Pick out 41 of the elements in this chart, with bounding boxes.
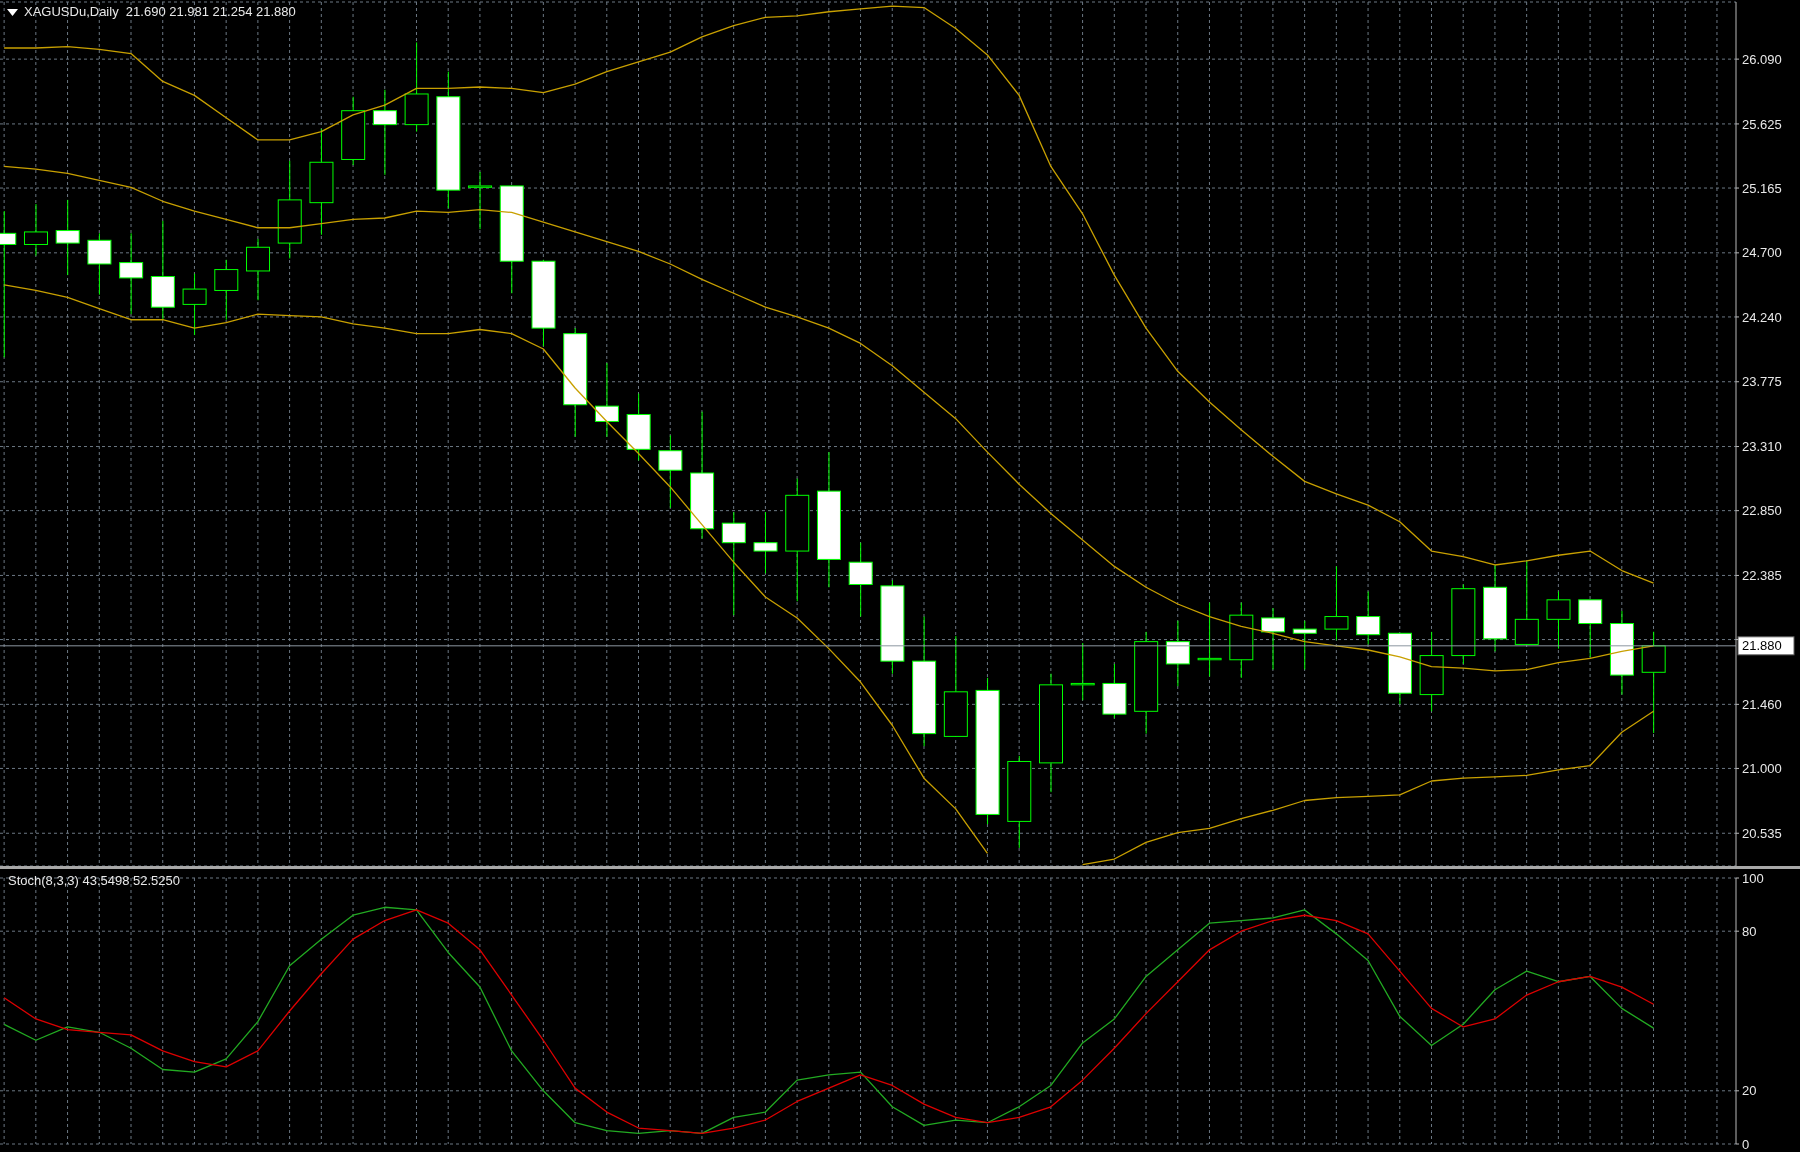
candlestick (1546, 590, 1571, 650)
candlestick (753, 511, 778, 574)
y-tick-label: 24.240 (1742, 309, 1782, 325)
candlestick (182, 273, 207, 336)
y-tick-label: 21.000 (1742, 761, 1782, 777)
candlestick (594, 362, 619, 438)
candlestick (721, 511, 746, 616)
candlestick (1356, 590, 1381, 645)
y-tick-label: 0 (1742, 1136, 1750, 1152)
candlestick (1292, 620, 1317, 671)
y-tick-label: 22.385 (1742, 568, 1782, 584)
candlestick (468, 171, 493, 230)
candlestick (1165, 620, 1190, 687)
chart-title: XAGUSDu,Daily 21.690 21.981 21.254 21.880 (24, 4, 296, 20)
y-tick-label: 22.850 (1742, 503, 1782, 519)
candlestick (1324, 565, 1349, 641)
y-tick-label: 80 (1742, 923, 1757, 939)
y-tick-label: 100 (1742, 870, 1764, 886)
candlestick (87, 232, 112, 296)
candlestick (119, 232, 144, 315)
candlestick (1261, 607, 1286, 671)
candlestick (214, 259, 239, 321)
chart-title: Stoch(8,3,3) 43.5498 52.5250 (8, 873, 181, 889)
y-tick-label: 26.090 (1742, 51, 1782, 67)
y-tick-label: 25.165 (1742, 180, 1782, 196)
y-tick-label: 23.310 (1742, 439, 1782, 455)
y-tick-label: 25.625 (1742, 116, 1782, 132)
ref-line-label: 21.880 (1742, 638, 1782, 654)
candlestick (1578, 599, 1603, 658)
candlestick (848, 542, 873, 618)
y-tick-label: 21.460 (1742, 696, 1782, 712)
y-tick-label: 24.700 (1742, 245, 1782, 261)
candlestick (55, 199, 80, 276)
candlestick (23, 203, 48, 257)
candlestick (372, 89, 397, 176)
y-tick-label: 20 (1742, 1083, 1757, 1099)
y-tick-label: 23.775 (1742, 374, 1782, 390)
candlestick (246, 238, 271, 301)
y-tick-label: 20.535 (1742, 825, 1782, 841)
line-series (3, 5, 1655, 584)
candlestick (658, 434, 683, 509)
